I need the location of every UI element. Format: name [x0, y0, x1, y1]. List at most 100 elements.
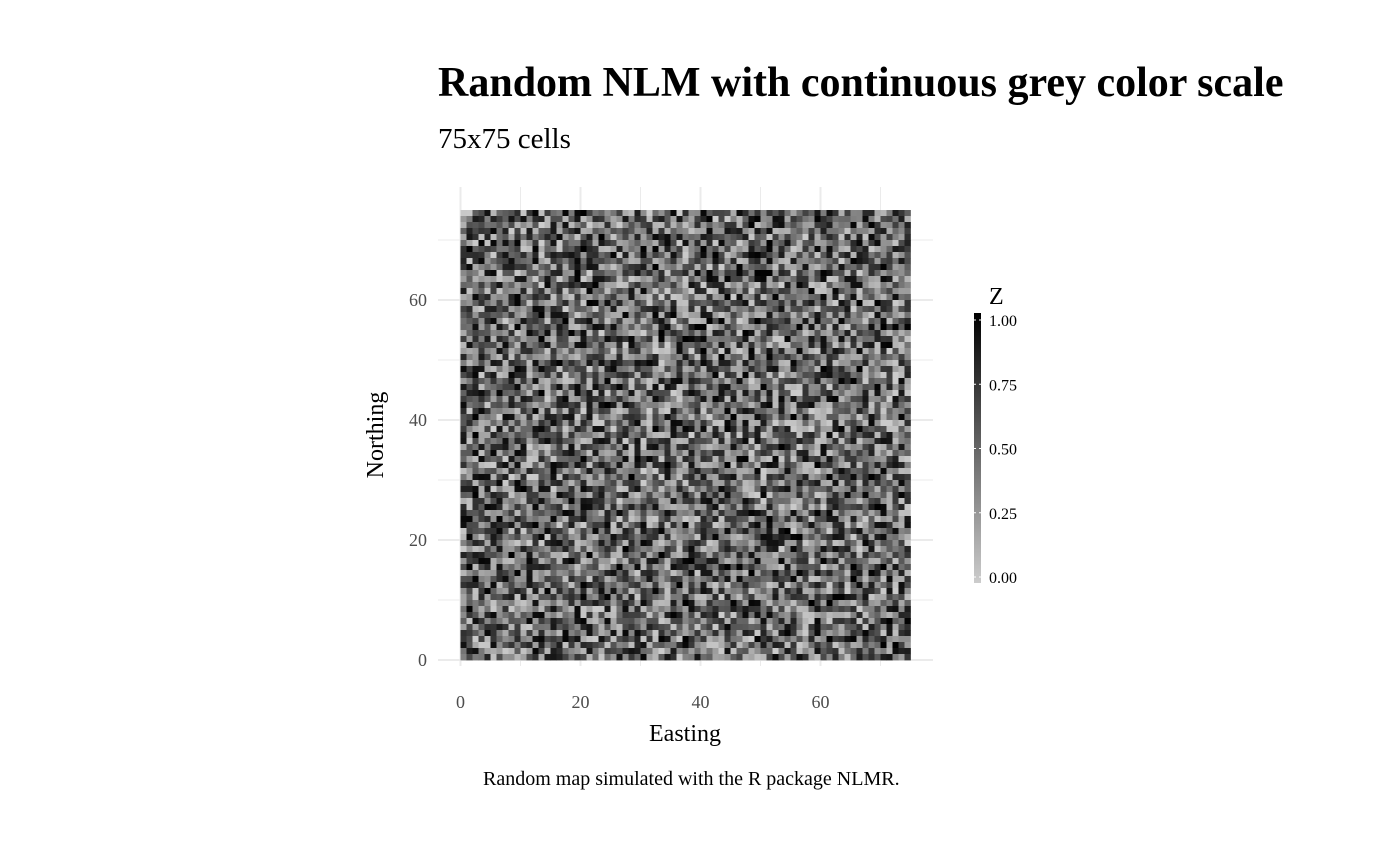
heatmap-cell	[862, 594, 869, 601]
heatmap-cell	[562, 366, 569, 373]
heatmap-cell	[502, 378, 509, 385]
heatmap-cell	[874, 444, 881, 451]
heatmap-cell	[484, 288, 491, 295]
heatmap-cell	[736, 528, 743, 535]
heatmap-cell	[862, 450, 869, 457]
heatmap-cell	[532, 492, 539, 499]
heatmap-cell	[898, 330, 905, 337]
heatmap-cell	[634, 228, 641, 235]
heatmap-cell	[538, 426, 545, 433]
heatmap-cell	[886, 402, 893, 409]
heatmap-cell	[556, 336, 563, 343]
heatmap-cell	[514, 234, 521, 241]
heatmap-cell	[736, 420, 743, 427]
heatmap-cell	[814, 414, 821, 421]
heatmap-cell	[754, 306, 761, 313]
heatmap-cell	[628, 372, 635, 379]
heatmap-cell	[874, 582, 881, 589]
heatmap-cell	[670, 360, 677, 367]
heatmap-cell	[706, 492, 713, 499]
heatmap-cell	[520, 372, 527, 379]
heatmap-cell	[772, 498, 779, 505]
heatmap-cell	[718, 552, 725, 559]
heatmap-cell	[748, 312, 755, 319]
heatmap-cell	[574, 516, 581, 523]
heatmap-cell	[550, 354, 557, 361]
heatmap-cell	[766, 258, 773, 265]
heatmap-cell	[808, 336, 815, 343]
heatmap-cell	[736, 564, 743, 571]
heatmap-cell	[520, 354, 527, 361]
heatmap-cell	[568, 468, 575, 475]
heatmap-cell	[532, 450, 539, 457]
chart-title: Random NLM with continuous grey color sc…	[438, 60, 1284, 106]
heatmap-cell	[754, 354, 761, 361]
heatmap-cell	[790, 348, 797, 355]
heatmap-cell	[748, 432, 755, 439]
heatmap-cell	[586, 372, 593, 379]
heatmap-cell	[826, 522, 833, 529]
heatmap-cell	[664, 342, 671, 349]
heatmap-cell	[772, 552, 779, 559]
heatmap-cell	[868, 432, 875, 439]
heatmap-cell	[712, 456, 719, 463]
heatmap-cell	[604, 534, 611, 541]
heatmap-cell	[634, 534, 641, 541]
heatmap-cell	[844, 510, 851, 517]
heatmap-cell	[604, 330, 611, 337]
heatmap-cell	[598, 546, 605, 553]
heatmap-cell	[892, 246, 899, 253]
heatmap-cell	[460, 366, 467, 373]
heatmap-cell	[676, 558, 683, 565]
heatmap-cell	[472, 606, 479, 613]
heatmap-cell	[814, 576, 821, 583]
heatmap-cell	[478, 354, 485, 361]
heatmap-cell	[460, 306, 467, 313]
heatmap-cell	[772, 462, 779, 469]
heatmap-cell	[628, 570, 635, 577]
heatmap-cell	[514, 246, 521, 253]
heatmap-cell	[580, 366, 587, 373]
heatmap-cell	[592, 420, 599, 427]
heatmap-cell	[640, 264, 647, 271]
heatmap-cell	[574, 444, 581, 451]
heatmap-cell	[796, 510, 803, 517]
heatmap-cell	[898, 318, 905, 325]
heatmap-cell	[520, 432, 527, 439]
heatmap-cell	[598, 552, 605, 559]
heatmap-cell	[730, 354, 737, 361]
heatmap-cell	[844, 246, 851, 253]
heatmap-cell	[796, 396, 803, 403]
heatmap-cell	[646, 498, 653, 505]
heatmap-cell	[670, 246, 677, 253]
heatmap-cell	[490, 510, 497, 517]
heatmap-cell	[742, 408, 749, 415]
heatmap-cell	[538, 360, 545, 367]
heatmap-cell	[556, 330, 563, 337]
heatmap-cell	[700, 216, 707, 223]
heatmap-cell	[880, 234, 887, 241]
heatmap-cell	[466, 480, 473, 487]
heatmap-cell	[880, 330, 887, 337]
heatmap-cell	[832, 600, 839, 607]
heatmap-cell	[712, 450, 719, 457]
heatmap-cell	[790, 432, 797, 439]
heatmap-cell	[490, 522, 497, 529]
heatmap-cell	[874, 312, 881, 319]
heatmap-cell	[820, 396, 827, 403]
heatmap-cell	[562, 588, 569, 595]
heatmap-cell	[658, 336, 665, 343]
heatmap-cell	[688, 414, 695, 421]
heatmap-cell	[904, 402, 911, 409]
heatmap-cell	[892, 324, 899, 331]
heatmap-cell	[778, 588, 785, 595]
heatmap-cell	[730, 576, 737, 583]
heatmap-cell	[490, 282, 497, 289]
heatmap-cell	[886, 420, 893, 427]
heatmap-cell	[760, 438, 767, 445]
heatmap-cell	[868, 438, 875, 445]
heatmap-cell	[706, 330, 713, 337]
heatmap-cell	[592, 564, 599, 571]
heatmap-cell	[472, 504, 479, 511]
heatmap-cell	[730, 516, 737, 523]
